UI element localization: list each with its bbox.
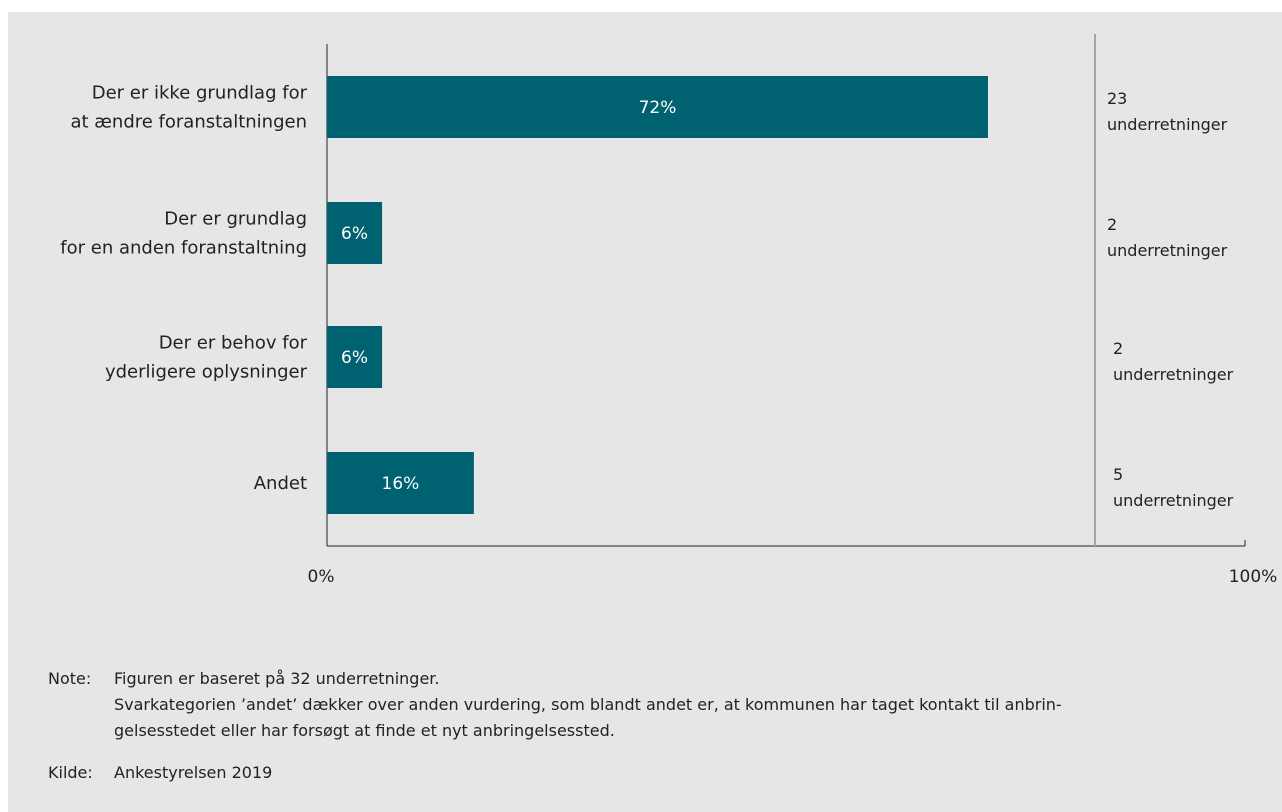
category-label: Der er behov for bbox=[159, 333, 308, 354]
count-label: 23 bbox=[1107, 89, 1127, 108]
bar-value-label: 6% bbox=[341, 224, 368, 244]
bar-chart: 0% 100% 72% Der er ikke grundlag for at ændr… bbox=[60, 34, 1278, 587]
count-label: underretninger bbox=[1107, 241, 1228, 260]
note-key: Note: bbox=[48, 669, 92, 688]
category-label: yderligere oplysninger bbox=[105, 362, 308, 383]
category-label: at ændre foranstaltningen bbox=[70, 112, 307, 133]
note-body: Figuren er baseret på 32 underretninger.… bbox=[114, 666, 1258, 744]
bar bbox=[327, 326, 383, 388]
category-label: Andet bbox=[254, 473, 307, 494]
note-line: Svarkategorien ’andet’ dækker over anden… bbox=[114, 695, 1062, 714]
category-label: Der er grundlag bbox=[164, 209, 307, 230]
count-label: underretninger bbox=[1107, 115, 1228, 134]
x-tick-label: 100% bbox=[1229, 567, 1278, 587]
bar-value-label: 16% bbox=[382, 474, 420, 494]
count-label: underretninger bbox=[1113, 365, 1234, 384]
chart-notes: Note: Figuren er baseret på 32 underretn… bbox=[48, 666, 1258, 786]
source-row: Kilde: Ankestyrelsen 2019 bbox=[48, 760, 1258, 786]
category-label: for en anden foranstaltning bbox=[60, 238, 307, 259]
x-tick-label: 0% bbox=[308, 567, 335, 587]
bar-value-label: 72% bbox=[639, 98, 677, 118]
note-line: gelsesstedet eller har forsøgt at finde … bbox=[114, 721, 615, 740]
chart-panel bbox=[8, 12, 1282, 812]
note-row: Note: Figuren er baseret på 32 underretn… bbox=[48, 666, 1258, 744]
bar-value-label: 6% bbox=[341, 348, 368, 368]
bar bbox=[327, 202, 383, 264]
bar bbox=[327, 452, 474, 514]
count-label: underretninger bbox=[1113, 491, 1234, 510]
source-key: Kilde: bbox=[48, 763, 93, 782]
count-label: 2 bbox=[1113, 339, 1123, 358]
source-text: Ankestyrelsen 2019 bbox=[114, 763, 273, 782]
bar bbox=[327, 76, 988, 138]
category-label: Der er ikke grundlag for bbox=[92, 83, 308, 104]
count-label: 2 bbox=[1107, 215, 1117, 234]
count-label: 5 bbox=[1113, 465, 1123, 484]
note-line: Figuren er baseret på 32 underretninger. bbox=[114, 669, 440, 688]
